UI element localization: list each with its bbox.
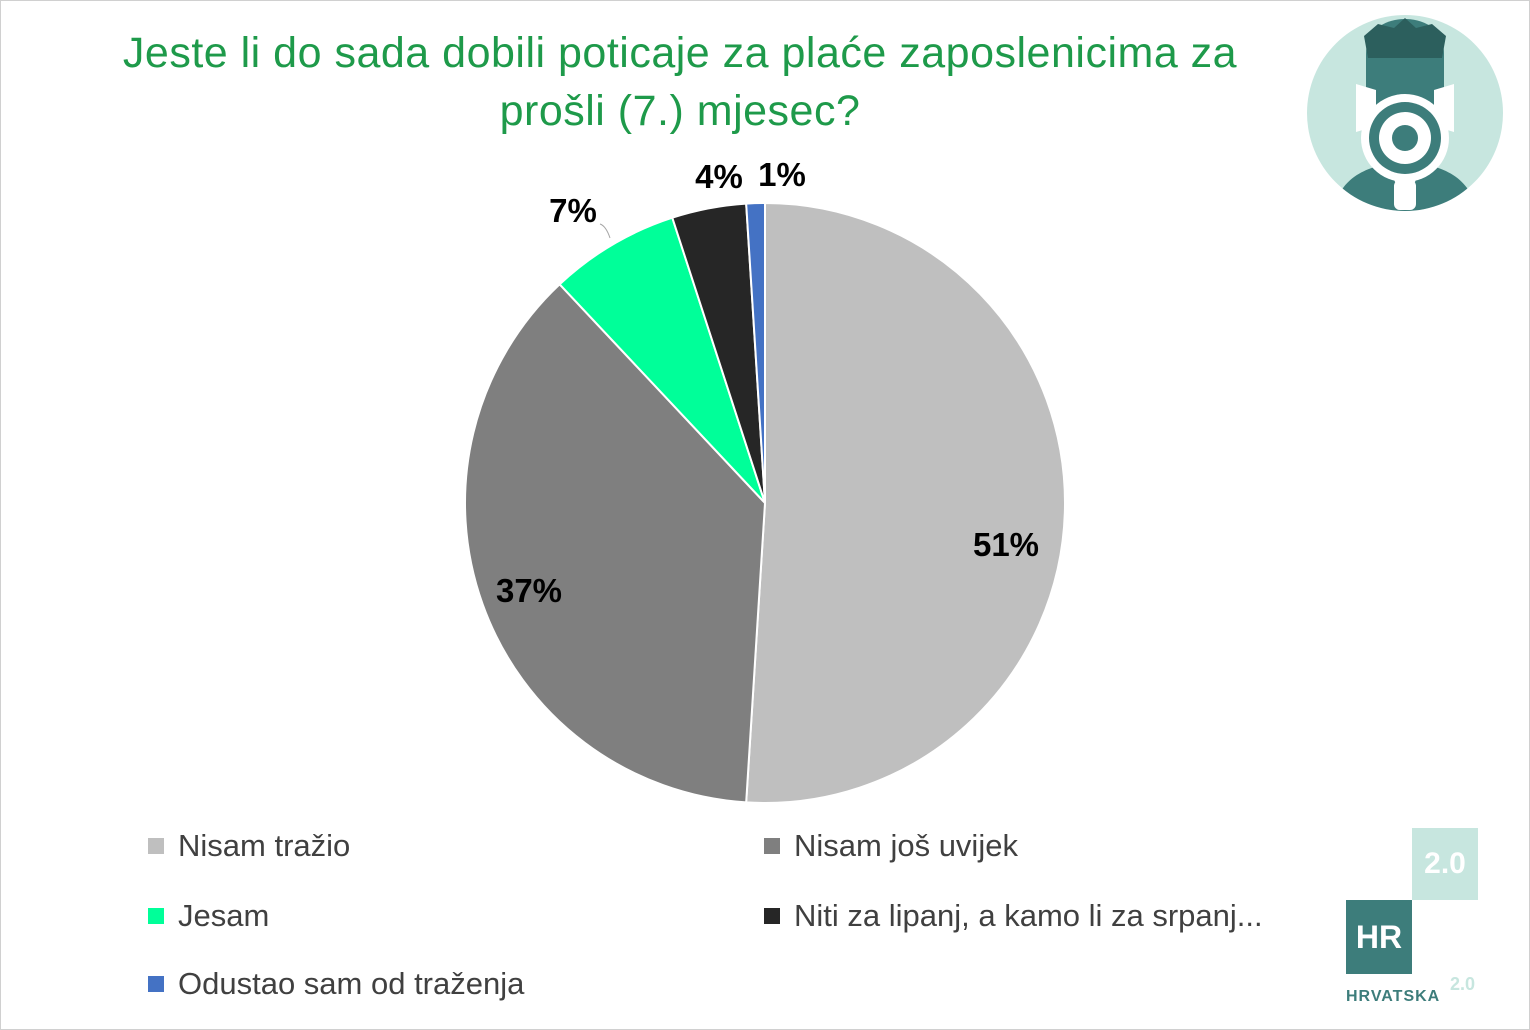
title-line-2: prošli (7.) mjesec?: [499, 87, 861, 135]
logo-wordmark: HRVATSKA: [1346, 988, 1441, 1005]
data-label-niti-za-lipanj: 4%: [695, 158, 743, 195]
logo-superscript: 2.0: [1450, 974, 1476, 994]
hrvatska-logo: 2.0 HR HRVATSKA 2.0: [1346, 828, 1486, 1008]
megaphone-person-icon: [1306, 14, 1504, 212]
leader-line-jesam: [599, 223, 611, 239]
pie-slice-odustao-sam: [745, 201, 766, 504]
data-label-odustao-sam: 1%: [758, 156, 806, 193]
logo-box-version: 2.0: [1412, 828, 1478, 900]
data-label-jesam: 7%: [549, 192, 597, 229]
pie-slice-jesam: [558, 216, 766, 504]
pie-slice-nisam-trazio: [745, 201, 1066, 804]
title-line-1: Jeste li do sada dobili poticaje za plać…: [122, 29, 1238, 77]
logo-box-hr: HR: [1346, 900, 1412, 974]
data-label-nisam-jos-uvijek: 37%: [496, 572, 562, 609]
chart-title: Jeste li do sada dobili poticaje za plać…: [60, 24, 1300, 140]
data-label-nisam-trazio: 51%: [973, 526, 1039, 563]
pie-slice-nisam-jos-uvijek: [464, 282, 767, 804]
